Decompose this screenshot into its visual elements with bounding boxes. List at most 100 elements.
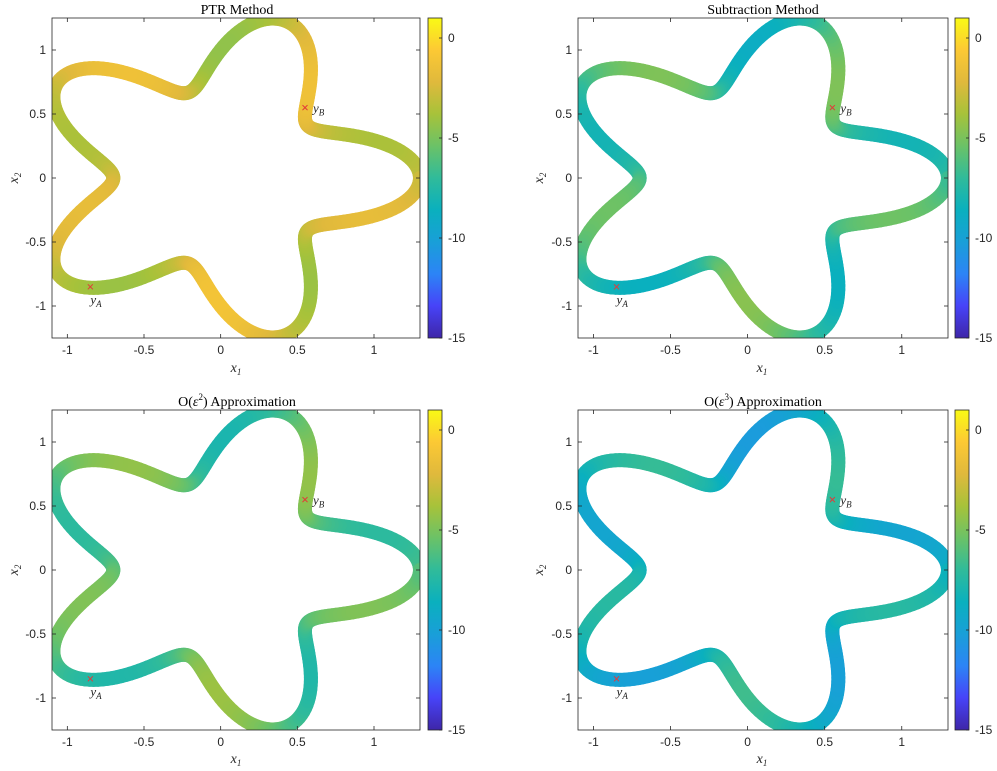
marker-stroke <box>302 496 308 503</box>
colorbar-gradient <box>427 17 443 339</box>
panel-title: PTR Method <box>201 3 274 18</box>
marker-stroke <box>829 496 836 503</box>
x-tick-label: 1 <box>371 735 378 749</box>
colorbar-tick-label: -5 <box>448 523 459 537</box>
star-curve <box>52 18 420 338</box>
y-tick-label: 1 <box>39 43 46 57</box>
y-tick-label: 0.5 <box>29 499 46 513</box>
x-tick-label: 1 <box>371 343 378 357</box>
x-tick-label: 0 <box>217 343 224 357</box>
x-tick-label: 0 <box>217 735 224 749</box>
point-label-b: yB <box>838 101 852 118</box>
x-tick-label: 0.5 <box>289 343 306 357</box>
x-axis-label: x1 <box>230 752 242 768</box>
y-tick-label: -1 <box>561 299 572 313</box>
x-tick-label: -1 <box>62 735 73 749</box>
marker-stroke <box>613 675 620 682</box>
point-label-b: yB <box>838 493 852 510</box>
marker-stroke <box>829 104 836 111</box>
point-label-a: yA <box>88 684 102 701</box>
colorbar-tick-label: -5 <box>975 131 986 145</box>
x-axis-label: x1 <box>756 361 768 377</box>
y-tick-label: 0 <box>565 563 572 577</box>
point-marker-b <box>302 104 308 111</box>
plot-area: -1 -0.5 0 0.5 1 -1 -0.5 0 0.5 1 yA yB 0 -5 -10 -15 <box>25 17 466 357</box>
colorbar-tick-label: 0 <box>448 31 455 45</box>
colorbar: 0 -5 -10 -15 <box>427 409 466 737</box>
marker-stroke <box>302 104 308 111</box>
star-curve <box>578 18 948 338</box>
x-axis-label: x1 <box>756 752 768 768</box>
x-tick-label: -1 <box>62 343 73 357</box>
colorbar: 0 -5 -10 -15 <box>427 17 466 345</box>
y-tick-label: 0 <box>565 171 572 185</box>
point-marker-a <box>87 283 94 290</box>
panel-ptr-method: PTR Method -1 -0.5 0 0.5 1 -1 -0.5 0 0.5 1 yA yB 0 -5… <box>7 3 466 377</box>
x-axis-label: x1 <box>230 361 242 377</box>
colorbar-tick-label: -10 <box>975 623 993 637</box>
colorbar-tick-label: -5 <box>448 131 459 145</box>
star-curve <box>578 410 948 730</box>
y-tick-label: -0.5 <box>551 235 572 249</box>
colorbar-tick-label: -10 <box>448 231 466 245</box>
y-tick-label: -0.5 <box>25 627 46 641</box>
y-tick-label: 1 <box>39 435 46 449</box>
y-tick-label: 0 <box>39 171 46 185</box>
plot-area: -1 -0.5 0 0.5 1 -1 -0.5 0 0.5 1 yA yB 0 -5 -10 -15 <box>551 17 993 357</box>
panel-title: O(ε2) Approximation <box>178 392 296 410</box>
point-marker-b <box>302 496 308 503</box>
marker-stroke <box>613 283 620 290</box>
x-tick-label: 1 <box>898 343 905 357</box>
point-label-a: yA <box>615 684 629 701</box>
x-tick-label: -0.5 <box>134 343 155 357</box>
x-tick-label: 0 <box>744 343 751 357</box>
x-tick-label: 0.5 <box>289 735 306 749</box>
x-tick-label: -1 <box>588 343 599 357</box>
colorbar-tick-label: -15 <box>975 723 993 737</box>
colorbar-tick-label: -5 <box>975 523 986 537</box>
panel-title: Subtraction Method <box>707 3 819 18</box>
point-marker-a <box>613 283 620 290</box>
point-label-a: yA <box>88 292 102 309</box>
plot-area: -1 -0.5 0 0.5 1 -1 -0.5 0 0.5 1 yA yB 0 -5 -10 -15 <box>551 409 993 749</box>
point-marker-a <box>613 675 620 682</box>
point-marker-a <box>87 675 94 682</box>
y-tick-label: -1 <box>561 691 572 705</box>
point-label-a: yA <box>615 292 629 309</box>
y-axis-label: x2 <box>7 172 23 184</box>
x-tick-label: 0.5 <box>816 343 833 357</box>
star-curve <box>52 410 420 730</box>
panel-subtraction-method: Subtraction Method -1 -0.5 0 0.5 1 -1 -0.5 0 0.5… <box>532 3 993 377</box>
plot-area: -1 -0.5 0 0.5 1 -1 -0.5 0 0.5 1 yA yB 0 -5 -10 -15 <box>25 409 466 749</box>
point-marker-b <box>829 104 836 111</box>
x-tick-label: -0.5 <box>660 735 681 749</box>
point-label-b: yB <box>311 493 325 510</box>
x-tick-label: 0.5 <box>816 735 833 749</box>
colorbar-gradient <box>954 409 970 731</box>
colorbar-tick-label: -15 <box>975 331 993 345</box>
x-tick-label: -1 <box>588 735 599 749</box>
y-tick-label: 1 <box>565 43 572 57</box>
colorbar-tick-label: -15 <box>448 331 466 345</box>
y-tick-label: -1 <box>35 691 46 705</box>
colorbar: 0 -5 -10 -15 <box>954 17 993 345</box>
y-tick-label: 0 <box>39 563 46 577</box>
y-axis-label: x2 <box>7 564 23 576</box>
panel-o-eps3-approximation: O(ε3) Approximation -1 -0.5 0 0.5 1 -1 -0.5 0 0.… <box>532 392 993 768</box>
y-axis-label: x2 <box>532 564 548 576</box>
y-tick-label: 1 <box>565 435 572 449</box>
y-tick-label: -0.5 <box>551 627 572 641</box>
colorbar-tick-label: 0 <box>975 423 982 437</box>
x-tick-label: -0.5 <box>660 343 681 357</box>
x-tick-label: -0.5 <box>134 735 155 749</box>
colorbar: 0 -5 -10 -15 <box>954 409 993 737</box>
colorbar-tick-label: -10 <box>975 231 993 245</box>
colorbar-tick-label: -15 <box>448 723 466 737</box>
y-tick-label: 0.5 <box>555 499 572 513</box>
colorbar-tick-label: 0 <box>975 31 982 45</box>
y-tick-label: -1 <box>35 299 46 313</box>
colorbar-gradient <box>427 409 443 731</box>
colorbar-tick-label: 0 <box>448 423 455 437</box>
y-tick-label: 0.5 <box>555 107 572 121</box>
